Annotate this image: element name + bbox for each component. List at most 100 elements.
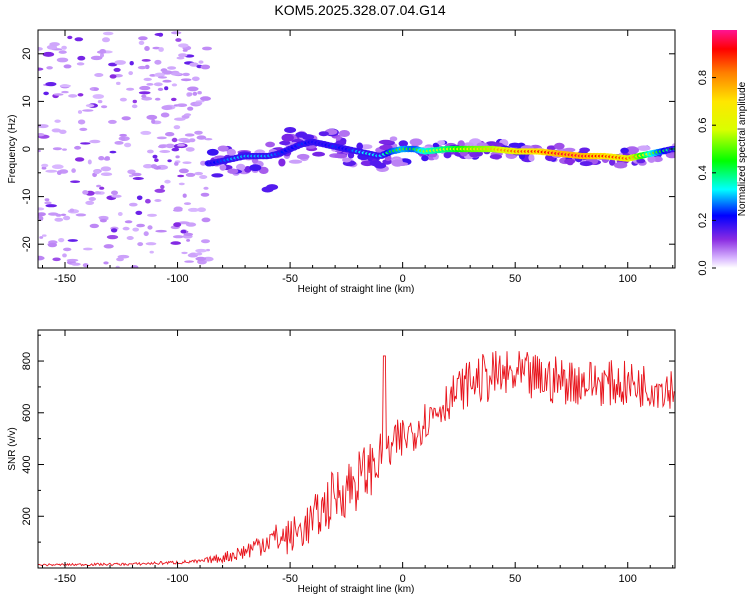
noise-speck	[177, 143, 186, 147]
noise-speck	[152, 46, 161, 50]
noise-speck	[173, 222, 182, 228]
noise-speck	[139, 85, 151, 91]
ridge-halo	[281, 133, 294, 142]
noise-speck	[94, 73, 104, 77]
noise-speck	[90, 55, 103, 61]
noise-speck	[200, 192, 210, 197]
noise-speck	[154, 199, 162, 202]
noise-speck	[149, 250, 154, 254]
ridge-halo	[249, 164, 262, 172]
x-tick-label-bottom: -100	[167, 573, 189, 585]
x-tick-label-bottom: 0	[400, 573, 406, 585]
ridge-halo	[489, 154, 502, 160]
colorbar-ticks: 0.0 0.2 0.4 0.6 0.8	[697, 70, 716, 276]
noise-speck	[49, 42, 60, 47]
y-tick-label-top: 20	[21, 48, 33, 60]
noise-speck	[186, 239, 191, 242]
x-axis-label-top: Height of straight line (km)	[298, 284, 415, 295]
noise-speck	[61, 45, 67, 50]
noise-speck	[124, 220, 133, 224]
noise-speck	[58, 238, 65, 243]
noise-speck	[74, 37, 84, 42]
noise-speck	[157, 87, 164, 91]
noise-speck	[176, 56, 185, 60]
noise-speck	[182, 72, 190, 77]
noise-speck	[136, 223, 146, 228]
noise-speck	[154, 59, 162, 65]
noise-speck	[171, 137, 178, 143]
noise-speck	[82, 247, 93, 251]
noise-speck	[155, 229, 167, 233]
noise-speck	[189, 62, 199, 67]
y-tick-label-bottom: 400	[21, 455, 33, 473]
noise-speck	[51, 128, 62, 133]
noise-speck	[177, 174, 185, 178]
noise-speck	[174, 117, 186, 121]
ridge-halo	[421, 155, 429, 162]
snr-axes: -150 -100 -50 0 50 100 200 400 600 800	[21, 330, 675, 585]
noise-speck	[167, 66, 177, 70]
x-tick-label-bottom: 50	[509, 573, 521, 585]
ridge-halo	[258, 166, 269, 174]
noise-speck	[173, 206, 183, 212]
noise-speck	[130, 265, 139, 268]
ridge-halo	[528, 154, 535, 162]
snr-series-line	[38, 350, 675, 567]
ridge-halo	[579, 161, 593, 167]
noise-speck	[38, 207, 45, 211]
noise-speck	[146, 83, 154, 86]
noise-speck	[51, 164, 64, 169]
noise-speck	[187, 207, 200, 212]
noise-speck	[182, 49, 188, 52]
colorbar-tick-label: 0.8	[697, 70, 709, 85]
noise-speck	[197, 207, 207, 212]
noise-speck	[48, 212, 59, 216]
noise-speck	[106, 235, 119, 240]
noise-speck	[140, 130, 152, 135]
x-tick-label-top: 100	[619, 273, 637, 285]
noise-speck	[101, 105, 108, 109]
ridge-halo	[378, 139, 393, 145]
noise-speck	[38, 255, 45, 261]
ridge-halo	[609, 158, 616, 166]
noise-speck	[171, 31, 182, 35]
noise-speck	[100, 166, 112, 172]
y-tick-label-top: -20	[21, 236, 33, 252]
ridge-halo	[546, 145, 557, 151]
noise-speck	[173, 125, 181, 130]
x-tick-label-top: 50	[509, 273, 521, 285]
noise-speck	[165, 132, 175, 137]
colorbar-tick-label: 0.6	[697, 118, 709, 133]
snr-panel: -150 -100 -50 0 50 100 200 400 600 800 Height of …	[7, 329, 676, 595]
x-tick-label-bottom: -50	[282, 573, 298, 585]
noise-speck	[38, 212, 46, 217]
noise-speck	[100, 172, 113, 176]
noise-speck	[185, 172, 196, 177]
noise-speck	[184, 260, 195, 263]
ridge-halo	[347, 152, 355, 159]
noise-speck	[80, 142, 91, 145]
noise-speck	[180, 229, 187, 234]
noise-speck	[154, 188, 166, 193]
noise-speck	[62, 253, 67, 258]
noise-speck	[182, 193, 187, 198]
x-tick-label-bottom: -150	[54, 573, 76, 585]
noise-speck	[63, 215, 71, 221]
noise-speck	[121, 116, 131, 121]
y-tick-label-bottom: 200	[21, 507, 33, 525]
noise-speck	[161, 105, 173, 111]
noise-speck	[154, 72, 166, 78]
noise-speck	[74, 145, 82, 150]
ridge-halo	[563, 147, 576, 153]
noise-speck	[132, 177, 144, 180]
noise-speck	[176, 103, 188, 107]
x-axis-label-bottom: Height of straight line (km)	[298, 584, 415, 595]
noise-speck	[200, 96, 211, 101]
noise-speck	[171, 72, 182, 76]
noise-speck	[93, 169, 101, 175]
noise-speck	[156, 136, 167, 140]
ridge-halo	[620, 147, 629, 154]
